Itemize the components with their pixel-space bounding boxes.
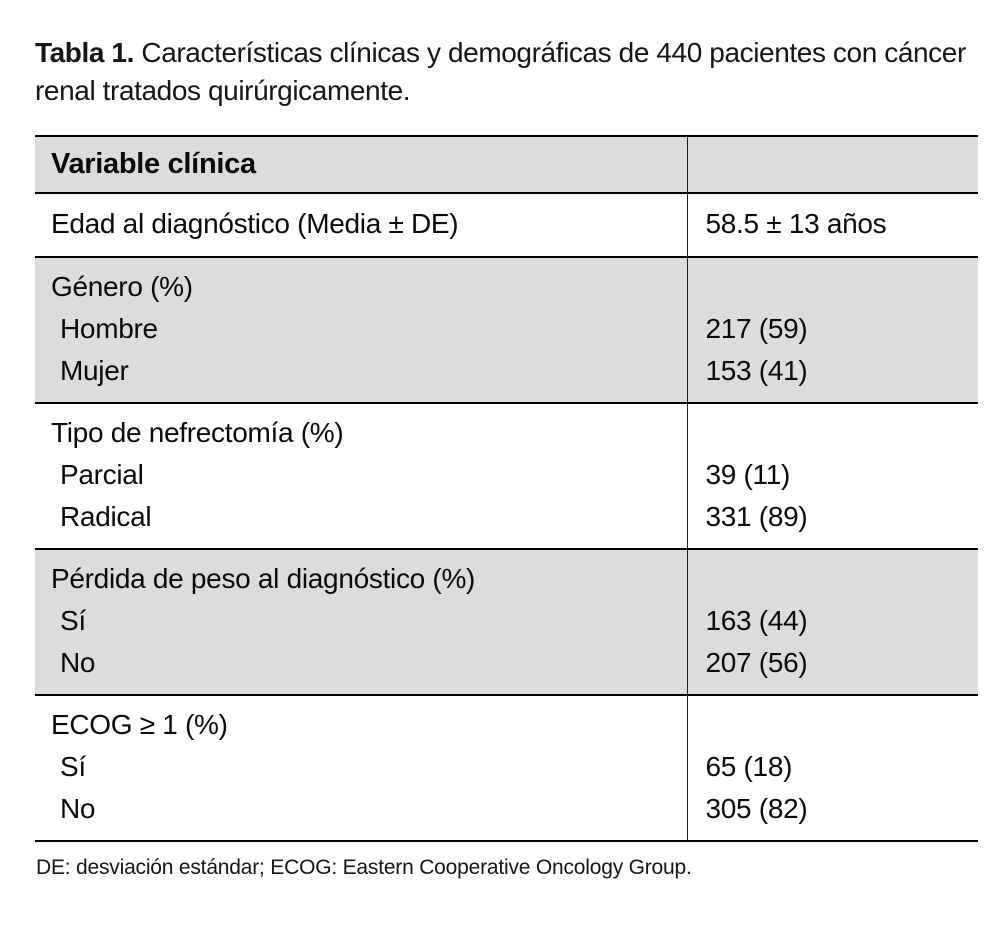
table-caption-text: Características clínicas y demográficas … <box>35 37 966 106</box>
section-label: Género (%) <box>51 271 193 302</box>
table-row: Pérdida de peso al diagnóstico (%) Sí No… <box>35 548 979 695</box>
table-row: Edad al diagnóstico (Media ± DE) 58.5 ± … <box>35 192 978 257</box>
row-label: Sí <box>60 605 86 636</box>
section-label: ECOG ≥ 1 (%) <box>51 709 228 740</box>
page: Tabla 1. Características clínicas y demo… <box>35 34 978 879</box>
column-header-value <box>686 136 978 193</box>
row-label: Sí <box>60 751 86 782</box>
column-header-variable: Variable clínica <box>35 136 687 193</box>
row-value: 305 (82) <box>705 793 808 824</box>
section-label: Pérdida de peso al diagnóstico (%) <box>51 563 476 594</box>
row-value: 207 (56) <box>705 647 808 678</box>
row-label: Radical <box>60 501 152 532</box>
table-row: Género (%) Hombre Mujer 217 (59) 153 (41… <box>35 256 979 403</box>
row-value: 217 (59) <box>705 313 808 344</box>
row-value <box>706 412 979 454</box>
row-value: 163 (44) <box>705 605 808 636</box>
section-label: Tipo de nefrectomía (%) <box>51 417 344 448</box>
row-value <box>706 704 979 746</box>
table-caption-number: Tabla 1. <box>35 37 134 68</box>
row-label: Mujer <box>60 355 129 386</box>
table-row: Tipo de nefrectomía (%) Parcial Radical … <box>35 402 979 549</box>
table-row: ECOG ≥ 1 (%) Sí No 65 (18) 305 (82) <box>35 694 979 841</box>
row-label: No <box>60 793 96 824</box>
table-caption: Tabla 1. Características clínicas y demo… <box>35 34 978 110</box>
row-value: 39 (11) <box>705 459 791 490</box>
row-value: 153 (41) <box>705 355 808 386</box>
table-header-row: Variable clínica <box>35 136 978 193</box>
row-value: 58.5 ± 13 años <box>705 208 887 239</box>
row-label: Parcial <box>60 459 144 490</box>
row-value: 65 (18) <box>705 751 793 782</box>
row-label: No <box>60 647 96 678</box>
row-value <box>706 266 979 308</box>
table-footnote: DE: desviación estándar; ECOG: Eastern C… <box>36 856 692 879</box>
row-label: Edad al diagnóstico (Media ± DE) <box>51 208 459 239</box>
row-label: Hombre <box>60 313 158 344</box>
row-value <box>706 558 979 600</box>
clinical-characteristics-table: Variable clínica Edad al diagnóstico (Me… <box>35 135 978 842</box>
row-value: 331 (89) <box>705 501 808 532</box>
